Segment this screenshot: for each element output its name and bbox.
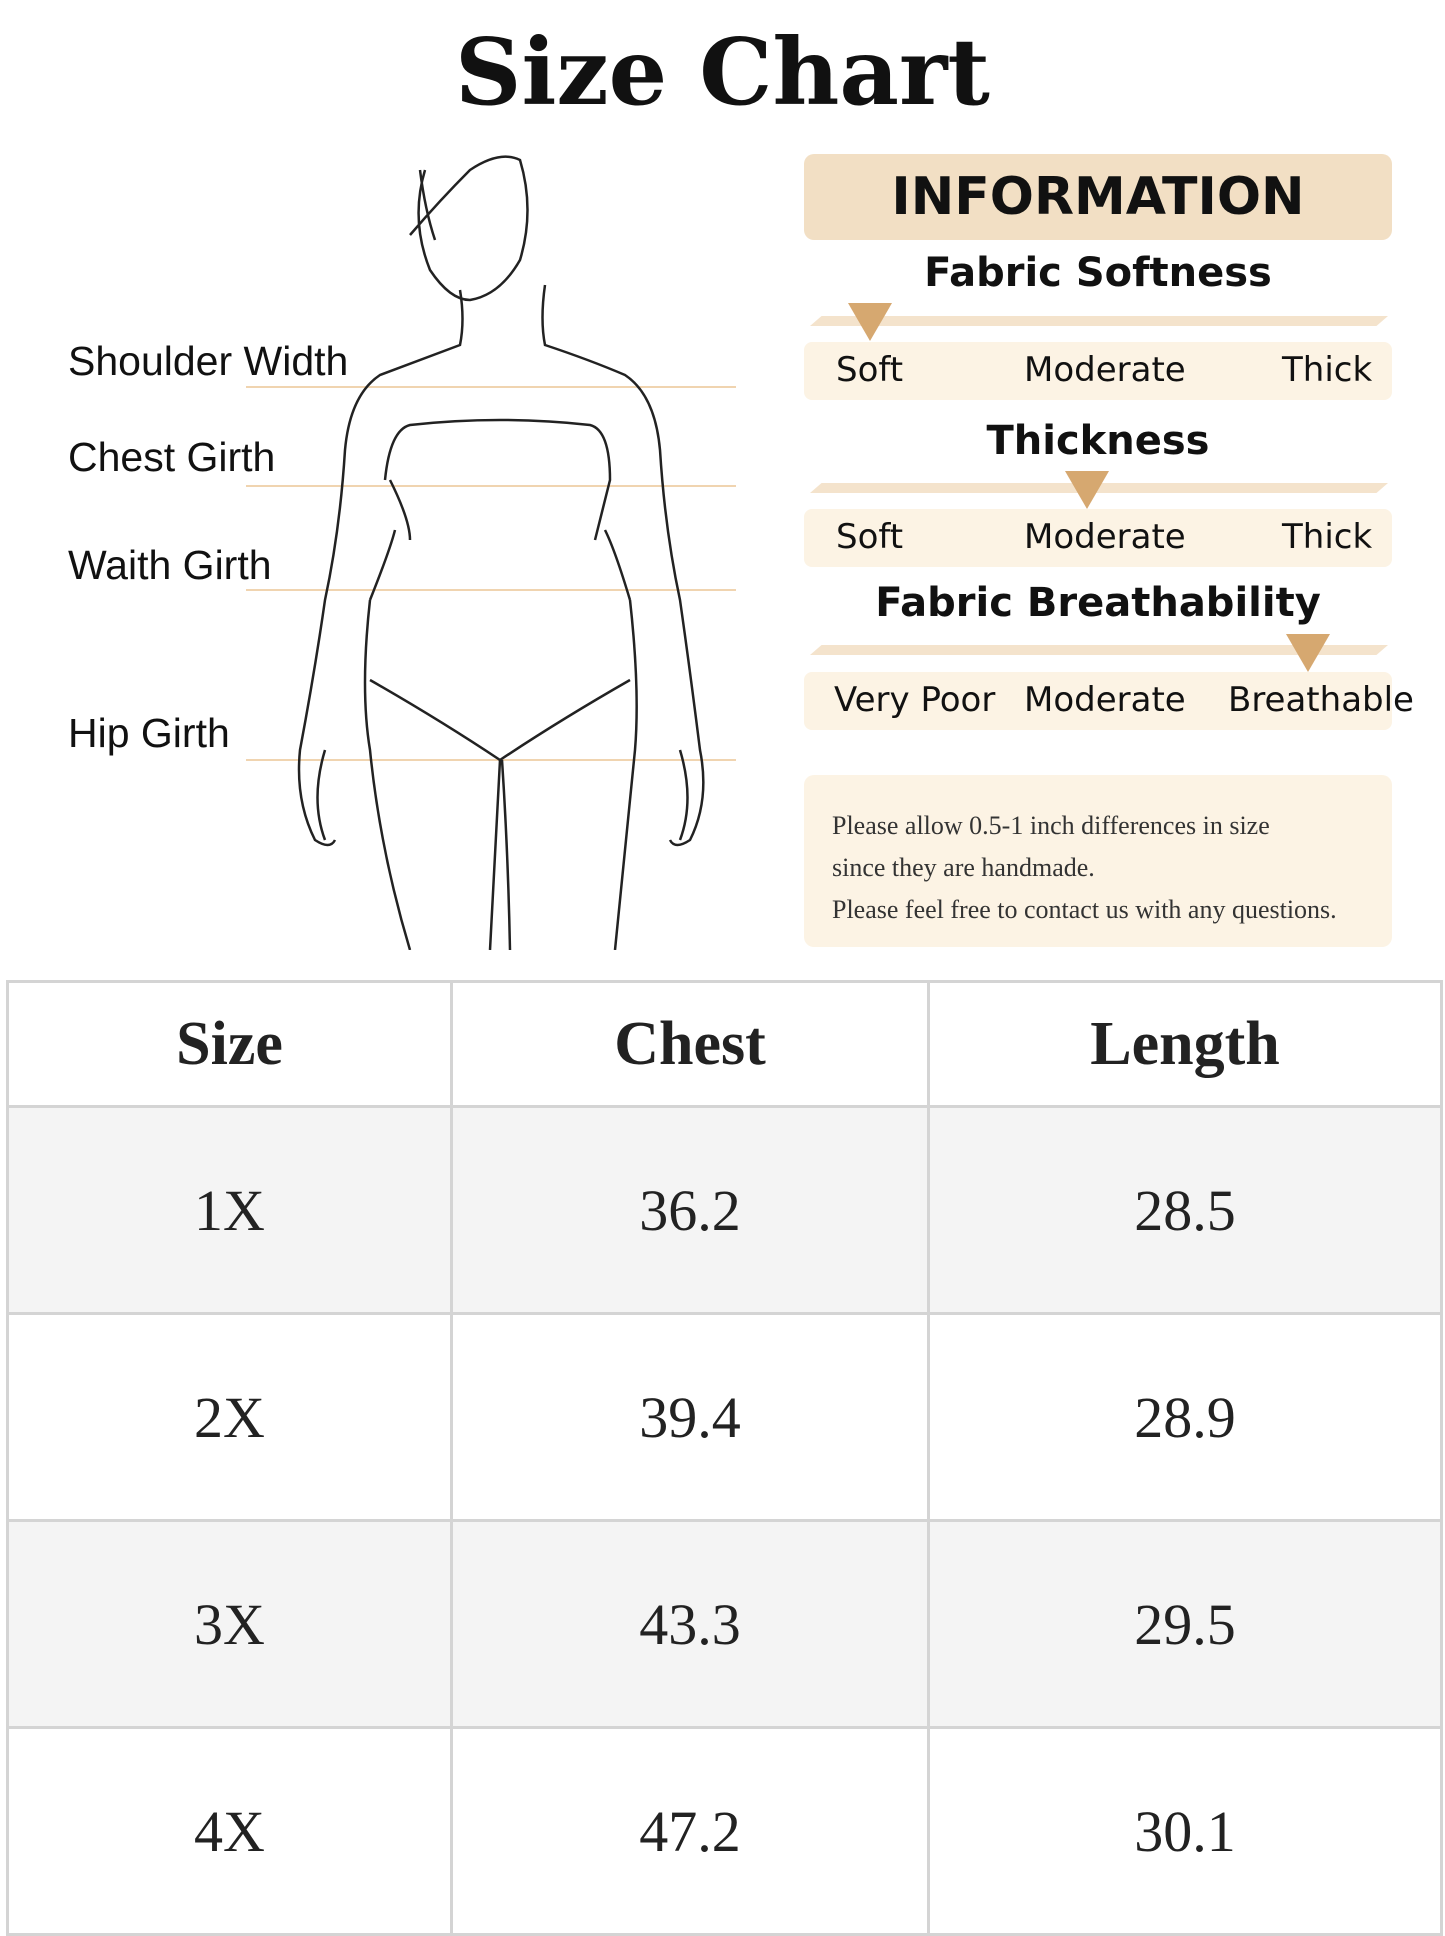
cell-size: 3X (6, 1519, 453, 1729)
cell-length: 30.1 (927, 1726, 1443, 1936)
label-chest-girth: Chest Girth (68, 434, 276, 480)
shoulder-line (246, 386, 736, 388)
table-row: 3X 43.3 29.5 (6, 1519, 1443, 1729)
label-waist-girth: Waith Girth (68, 542, 272, 588)
scale-label: Breathable (1228, 680, 1414, 720)
scale-bar-softness (810, 316, 1388, 326)
chest-line (246, 485, 736, 487)
scale-title-softness: Fabric Softness (924, 250, 1272, 296)
size-table: Size Chest Length 1X 36.2 28.5 2X 39.4 2… (6, 980, 1443, 1936)
note-line: since they are handmade. (832, 853, 1095, 882)
scale-label: Moderate (1024, 680, 1186, 720)
handmade-note: Please allow 0.5-1 inch differences in s… (804, 775, 1392, 947)
body-figure-illustration (297, 155, 705, 950)
note-line: Please feel free to contact us with any … (832, 895, 1337, 924)
information-header: INFORMATION (804, 154, 1392, 240)
note-line: Please allow 0.5-1 inch differences in s… (832, 811, 1270, 840)
table-row: 2X 39.4 28.9 (6, 1312, 1443, 1522)
cell-size: 2X (6, 1312, 453, 1522)
cell-size: 4X (6, 1726, 453, 1936)
label-hip-girth: Hip Girth (68, 710, 230, 756)
scale-label: Thick (1282, 517, 1373, 557)
cell-length: 29.5 (927, 1519, 1443, 1729)
cell-chest: 43.3 (450, 1519, 930, 1729)
scale-title-breathability: Fabric Breathability (875, 580, 1321, 626)
indicator-triangle-icon (848, 303, 892, 341)
scale-label: Soft (836, 350, 904, 390)
cell-length: 28.5 (927, 1105, 1443, 1315)
table-row: 4X 47.2 30.1 (6, 1726, 1443, 1936)
scale-labels-softness: Soft Moderate Thick (804, 342, 1392, 400)
cell-size: 1X (6, 1105, 453, 1315)
scale-labels-breathability: Very Poor Moderate Breathable (804, 672, 1414, 730)
header-chest: Chest (450, 980, 930, 1108)
header-length: Length (927, 980, 1443, 1108)
table-row: 1X 36.2 28.5 (6, 1105, 1443, 1315)
scale-label: Thick (1282, 350, 1373, 390)
header-size: Size (6, 980, 453, 1108)
cell-chest: 39.4 (450, 1312, 930, 1522)
scale-title-thickness: Thickness (986, 418, 1210, 464)
cell-length: 28.9 (927, 1312, 1443, 1522)
scale-bar-breathability (810, 645, 1388, 655)
page-title: Size Chart (455, 18, 990, 126)
scale-label: Moderate (1024, 350, 1186, 390)
indicator-triangle-icon (1286, 634, 1330, 672)
cell-chest: 36.2 (450, 1105, 930, 1315)
scale-label: Very Poor (834, 680, 996, 720)
indicator-triangle-icon (1065, 471, 1109, 509)
hip-line (246, 759, 736, 761)
waist-line (246, 589, 736, 591)
scale-label: Soft (836, 517, 904, 557)
label-shoulder-width: Shoulder Width (68, 338, 349, 384)
cell-chest: 47.2 (450, 1726, 930, 1936)
scale-labels-thickness: Soft Moderate Thick (804, 509, 1392, 567)
table-header-row: Size Chest Length (6, 980, 1443, 1108)
scale-label: Moderate (1024, 517, 1186, 557)
